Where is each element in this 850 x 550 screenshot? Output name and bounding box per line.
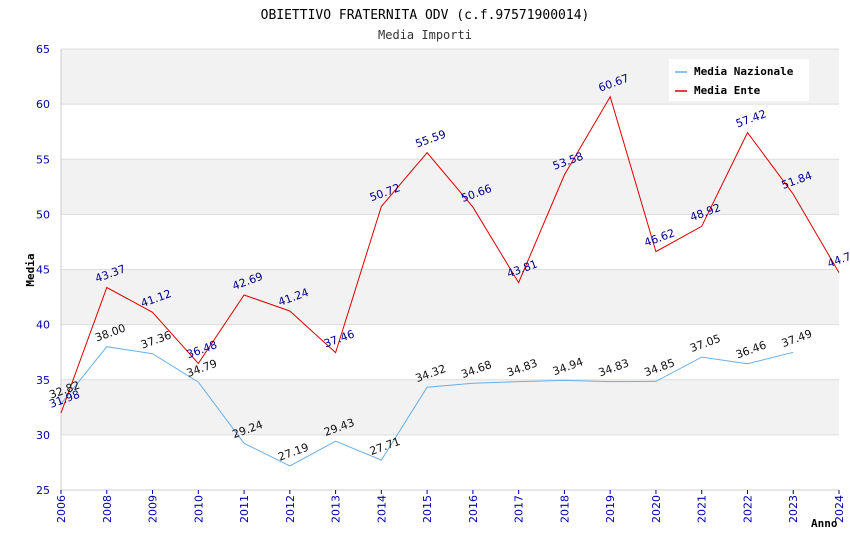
x-tick-label: 2015 [421, 495, 434, 523]
plot-band [61, 104, 839, 160]
chart-title: OBIETTIVO FRATERNITA ODV (c.f.9757190001… [261, 8, 590, 23]
grid-lines [60, 48, 839, 491]
y-tick-label: 55 [36, 153, 50, 166]
plot-band [61, 269, 839, 325]
y-tick-label: 50 [36, 208, 50, 221]
x-axis-ticks: 2006 2008 2009 2010 2011 2012 2013 2014 2015 2016… [55, 490, 846, 523]
y-tick-label: 35 [36, 374, 50, 387]
legend-box [669, 59, 809, 101]
legend-label-media-nazionale: Media Nazionale [694, 65, 794, 78]
plot-band [61, 324, 839, 380]
y-axis-title: Media [24, 253, 37, 286]
series-line-media-nazionale [60, 346, 794, 467]
x-tick-label: 2008 [101, 495, 114, 523]
x-tick-label: 2012 [284, 495, 297, 523]
x-tick-label: 2006 [55, 495, 68, 523]
plot-band [61, 379, 839, 435]
y-tick-label: 30 [36, 429, 50, 442]
x-tick-label: 2018 [558, 495, 571, 523]
y-tick-label: 60 [36, 98, 50, 111]
plot-background [61, 49, 839, 490]
x-tick-label: 2016 [467, 495, 480, 523]
series-line-media-ente [60, 95, 840, 414]
x-tick-label: 2019 [604, 495, 617, 523]
x-tick-label: 2022 [741, 495, 754, 523]
x-tick-label: 2017 [513, 495, 526, 523]
legend-label-media-ente: Media Ente [694, 84, 761, 97]
x-tick-label: 2023 [787, 495, 800, 523]
x-tick-label: 2013 [330, 495, 343, 523]
x-tick-label: 2009 [147, 495, 160, 523]
x-tick-label: 2024 [833, 495, 846, 523]
y-tick-label: 40 [36, 319, 50, 332]
plot-band [61, 159, 839, 215]
plot-band [61, 214, 839, 270]
y-tick-label: 65 [36, 43, 50, 56]
plot-band [61, 434, 839, 490]
chart-subtitle: Media Importi [378, 28, 472, 42]
legend: Media Nazionale Media Ente [669, 59, 809, 101]
x-axis-title: Anno [811, 517, 838, 530]
x-tick-label: 2014 [375, 495, 388, 523]
y-tick-label: 25 [36, 484, 50, 497]
y-tick-label: 45 [36, 264, 50, 277]
x-tick-label: 2021 [696, 495, 709, 523]
y-axis-ticks: 25 30 35 40 45 50 55 60 65 [36, 43, 50, 497]
x-tick-label: 2020 [650, 495, 663, 523]
x-tick-label: 2011 [238, 495, 251, 523]
x-tick-label: 2010 [192, 495, 205, 523]
series-lines [60, 95, 840, 467]
